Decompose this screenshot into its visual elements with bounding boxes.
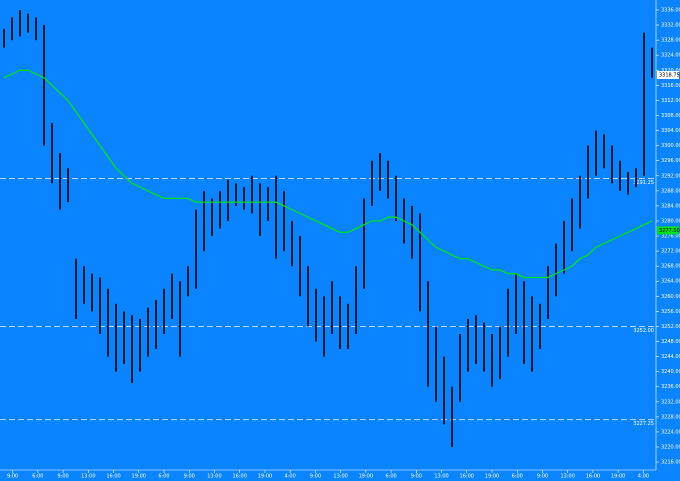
x-tick-label: 16:00 [460, 474, 474, 480]
y-tick-label: 3232.00 [661, 399, 680, 405]
y-tick-label: 3328.00 [661, 38, 680, 44]
y-tick-label: 3276.00 [661, 234, 680, 240]
x-tick-label: 13:00 [434, 474, 448, 480]
x-tick-label: 19:00 [258, 474, 272, 480]
ma-price-box [657, 226, 679, 235]
y-tick-label: 3236.00 [661, 384, 680, 390]
x-tick-label: 13:00 [207, 474, 221, 480]
y-tick-label: 3244.00 [661, 354, 680, 360]
y-tick-label: 3300.00 [661, 143, 680, 149]
x-tick-label: 16:00 [232, 474, 246, 480]
y-tick-label: 3288.00 [661, 188, 680, 194]
y-tick-label: 3240.00 [661, 369, 680, 375]
x-tick-label: 19:00 [132, 474, 146, 480]
x-tick-label: 6:00 [512, 474, 523, 480]
ma-price-label: 3277.50 [659, 228, 680, 234]
x-tick-label: 9:00 [57, 474, 68, 480]
x-tick-label: 13:00 [560, 474, 574, 480]
x-tick-label: 16:00 [106, 474, 120, 480]
x-tick-label: 4:00 [638, 474, 649, 480]
price-line-label: 3291.25 [633, 180, 654, 186]
x-tick-label: 6:00 [158, 474, 169, 480]
y-tick-label: 3220.00 [661, 445, 680, 451]
y-tick-label: 3216.00 [661, 460, 680, 466]
y-tick-label: 3316.00 [661, 83, 680, 89]
price-line-label: 3252.00 [633, 328, 654, 334]
x-tick-label: 19:00 [359, 474, 373, 480]
y-tick-label: 3336.00 [661, 7, 680, 13]
y-tick-label: 3272.00 [661, 249, 680, 255]
y-tick-label: 3284.00 [661, 203, 680, 209]
y-tick-label: 3224.00 [661, 429, 680, 435]
last-price-label: 3318.75 [659, 72, 680, 78]
y-tick-label: 3228.00 [661, 414, 680, 420]
x-tick-label: 9:00 [184, 474, 195, 480]
y-tick-label: 3252.00 [661, 324, 680, 330]
moving-average [3, 69, 653, 279]
y-tick-label: 3248.00 [661, 339, 680, 345]
x-tick-label: 9:00 [310, 474, 321, 480]
y-tick-label: 3256.00 [661, 309, 680, 315]
x-tick-label: 6:00 [32, 474, 43, 480]
y-tick-label: 3292.00 [661, 173, 680, 179]
x-tick-label: 6:00 [385, 474, 396, 480]
x-tick-label: 13:00 [81, 474, 95, 480]
price-line-label: 3227.25 [633, 421, 654, 427]
y-tick-label: 3280.00 [661, 218, 680, 224]
x-tick-label: 16:00 [586, 474, 600, 480]
y-tick-label: 3312.00 [661, 98, 680, 104]
y-tick-label: 3264.00 [661, 279, 680, 285]
x-tick-label: 19:00 [611, 474, 625, 480]
y-tick-label: 3308.00 [661, 113, 680, 119]
x-tick-label: 9:00 [411, 474, 422, 480]
y-tick-label: 3332.00 [661, 23, 680, 29]
y-tick-label: 3324.00 [661, 53, 680, 59]
y-tick-label: 3304.00 [661, 128, 680, 134]
y-tick-label: 3268.00 [661, 264, 680, 270]
y-tick-label: 3260.00 [661, 294, 680, 300]
x-tick-label: 13:00 [333, 474, 347, 480]
y-tick-label: 3296.00 [661, 158, 680, 164]
x-tick-label: 9:00 [7, 474, 18, 480]
x-tick-label: 19:00 [485, 474, 499, 480]
x-tick-label: 9:00 [537, 474, 548, 480]
y-tick-label: 3320.00 [661, 68, 680, 74]
x-tick-label: 4:00 [285, 474, 296, 480]
last-price-box [657, 70, 679, 79]
